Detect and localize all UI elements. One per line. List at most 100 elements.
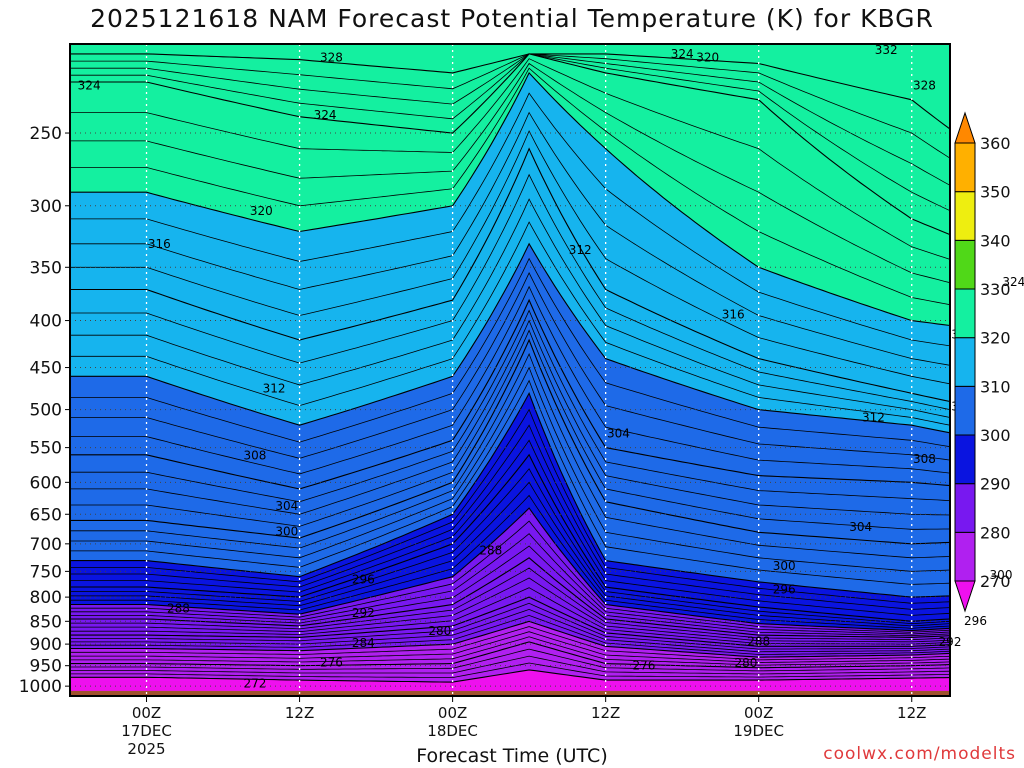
isentrope-313 xyxy=(70,221,951,426)
y-tick-label: 450 xyxy=(30,359,62,379)
contour-label: 288 xyxy=(747,634,770,648)
y-tick-label: 300 xyxy=(30,197,62,217)
isentrope-315 xyxy=(70,173,951,410)
y-tick-label: 750 xyxy=(30,562,62,582)
fill-above-328 xyxy=(70,44,950,129)
isentrope-296 xyxy=(70,453,951,622)
isentrope-292 xyxy=(70,507,951,632)
isentrope-326 xyxy=(70,53,951,186)
colorbar-box xyxy=(954,434,976,485)
contour-labels: 3243283243203163243203323283123163243203… xyxy=(78,43,1024,691)
isentrope-278 xyxy=(70,631,951,663)
contour-label: 288 xyxy=(479,544,502,558)
colorbar-label: 280 xyxy=(980,523,1011,542)
x-tick-label: 17DEC xyxy=(121,722,172,740)
y-tick-label: 650 xyxy=(30,505,62,525)
isentrope-274 xyxy=(70,655,951,675)
x-tick-label: 18DEC xyxy=(427,722,478,740)
contour-label: 304 xyxy=(275,499,298,513)
y-tick-label: 800 xyxy=(30,588,62,608)
colorbar-label: 340 xyxy=(980,231,1011,250)
contour-label: 292 xyxy=(352,606,375,620)
isentrope-295 xyxy=(70,468,951,625)
contour-label: 324 xyxy=(1002,275,1024,289)
contour-label: 304 xyxy=(607,427,630,441)
isentrope-282 xyxy=(70,608,951,653)
contour-label: 316 xyxy=(722,308,745,322)
y-tick-label: 250 xyxy=(30,124,62,144)
colorbar-box xyxy=(954,483,976,533)
isentrope-318 xyxy=(70,111,951,366)
contour-label: 324 xyxy=(671,47,694,61)
x-tick-label: 12Z xyxy=(285,704,314,722)
x-tick-label: 00Z xyxy=(132,704,161,722)
y-axis: 250 300 350 400 450 500 550 600 650 700 750 800 850 9… xyxy=(19,124,70,697)
isentrope-lines xyxy=(70,53,951,683)
contour-label: 328 xyxy=(913,79,936,93)
contour-label: 292 xyxy=(939,635,962,649)
colorbar: 270 280 290 300 310 320 330 340 350 360 xyxy=(954,111,1011,613)
isentrope-310 xyxy=(70,271,951,461)
y-tick-label: 550 xyxy=(30,439,62,459)
y-tick-label: 850 xyxy=(30,612,62,632)
isentrope-285 xyxy=(70,587,951,645)
contour-label: 312 xyxy=(569,243,592,257)
colorbar-label: 270 xyxy=(980,572,1011,591)
isentrope-306 xyxy=(70,319,951,516)
contour-label: 320 xyxy=(250,204,273,218)
colorbar-label: 360 xyxy=(980,134,1011,153)
contour-label: 320 xyxy=(696,51,719,65)
contour-label: 288 xyxy=(167,601,190,615)
ground-surface xyxy=(70,690,950,696)
isentrope-317 xyxy=(70,130,951,385)
isentrope-300 xyxy=(70,391,951,598)
x-tick-label: 00Z xyxy=(438,704,467,722)
isentrope-316 xyxy=(70,147,951,403)
contour-label: 280 xyxy=(428,624,451,638)
contour-label: 300 xyxy=(773,559,796,573)
colorbar-box xyxy=(954,191,976,241)
isentrope-308 xyxy=(70,298,951,490)
isentrope-325 xyxy=(70,53,951,212)
isentrope-303 xyxy=(70,352,951,559)
isentrope-273 xyxy=(70,662,951,679)
isentrope-320 xyxy=(70,71,951,327)
isentrope-299 xyxy=(70,408,951,604)
isentrope-307 xyxy=(70,309,951,503)
y-tick-label: 400 xyxy=(30,312,62,332)
contour-label: 276 xyxy=(320,655,343,669)
y-tick-label: 600 xyxy=(30,473,62,493)
isentrope-284 xyxy=(70,596,951,647)
contour-label: 308 xyxy=(913,452,936,466)
colorbar-label: 300 xyxy=(980,426,1011,445)
contour-label: 300 xyxy=(990,568,1013,582)
isentrope-294 xyxy=(70,481,951,627)
chart-title: 2025121618 NAM Forecast Potential Temper… xyxy=(90,4,934,33)
contour-label: 276 xyxy=(632,659,655,673)
isentrope-322 xyxy=(70,62,951,284)
colorbar-cap-low xyxy=(954,580,976,613)
isentrope-277 xyxy=(70,636,951,666)
isentrope-279 xyxy=(70,626,951,661)
isentrope-319 xyxy=(70,92,951,347)
colorbar-box xyxy=(954,142,976,193)
colorbar-box xyxy=(954,239,976,290)
contour-label: 312 xyxy=(263,381,286,395)
isentrope-286 xyxy=(70,577,951,643)
contour-label: 280 xyxy=(734,656,757,670)
contour-label: 304 xyxy=(849,520,872,534)
isentrope-298 xyxy=(70,424,951,610)
contour-label: 296 xyxy=(964,614,987,628)
contour-label: 328 xyxy=(320,51,343,65)
contour-label: 332 xyxy=(875,43,898,57)
colorbar-label: 310 xyxy=(980,377,1011,396)
isentrope-293 xyxy=(70,494,951,629)
y-tick-label: 500 xyxy=(30,401,62,421)
y-tick-label: 950 xyxy=(30,657,62,677)
contour-label: 296 xyxy=(352,572,375,586)
y-tick-label: 1000 xyxy=(19,677,62,697)
colorbar-label: 320 xyxy=(980,329,1011,348)
gridlines xyxy=(70,44,950,696)
plot-frame xyxy=(69,43,951,697)
isentrope-287 xyxy=(70,567,951,641)
